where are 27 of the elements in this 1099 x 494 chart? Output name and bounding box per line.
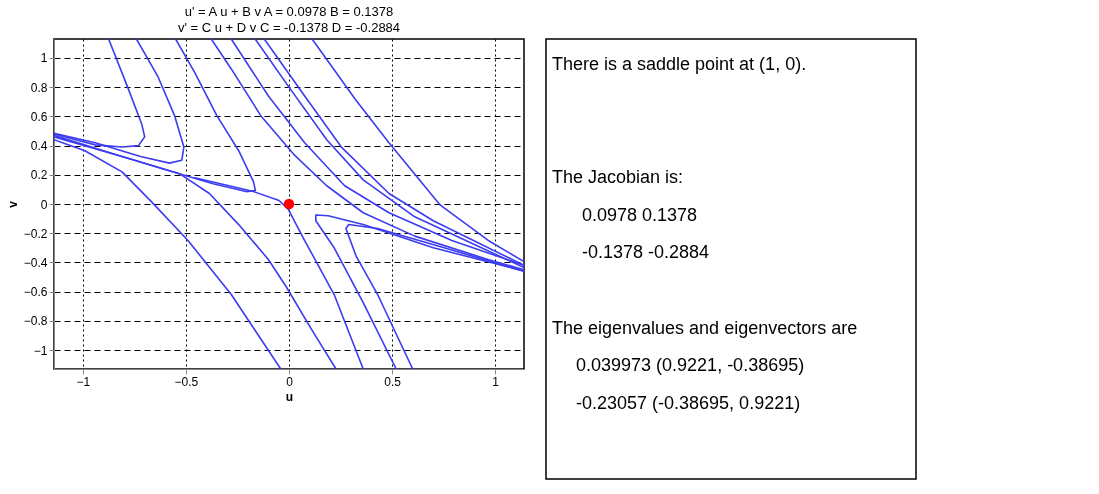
text: The eigenvalues and eigenvectors are	[552, 317, 858, 338]
text: -0.23057 (-0.38695, 0.9221)	[576, 392, 801, 413]
y-tick-label: 0.6	[30, 109, 48, 124]
y-tick-label: −0.8	[23, 314, 48, 329]
x-tick-label: −1	[76, 374, 91, 389]
y-tick-label: 0.2	[30, 168, 48, 183]
text: The Jacobian is:	[552, 167, 684, 188]
y-tick-label: 0.4	[30, 139, 48, 154]
chart-title: u' = A u + B v A = 0.0978 B = 0.1378	[184, 4, 394, 19]
x-tick-label: −0.5	[174, 374, 199, 389]
text: -0.1378 -0.2884	[582, 242, 710, 263]
y-tick-label: −0.6	[23, 285, 48, 300]
y-tick-label: 0	[40, 197, 48, 212]
chart-subtitle: v' = C u + D v C = -0.1378 D = -0.2884	[177, 20, 401, 35]
text: There is a saddle point at (1, 0).	[552, 54, 807, 75]
x-tick-label: 0	[286, 374, 294, 389]
x-tick-label: 0.5	[384, 374, 402, 389]
y-tick-label: 1	[40, 51, 48, 66]
x-axis-title: u	[285, 389, 294, 404]
y-tick-label: −1	[33, 343, 48, 358]
x-tick-label: 1	[492, 374, 500, 389]
text: 0.039973 (0.9221, -0.38695)	[576, 355, 805, 376]
y-tick-label: −0.2	[23, 226, 48, 241]
text: 0.0978 0.1378	[582, 204, 698, 225]
y-axis-title: v	[5, 200, 20, 208]
y-tick-label: 0.8	[30, 80, 48, 95]
y-tick-label: −0.4	[23, 255, 48, 270]
